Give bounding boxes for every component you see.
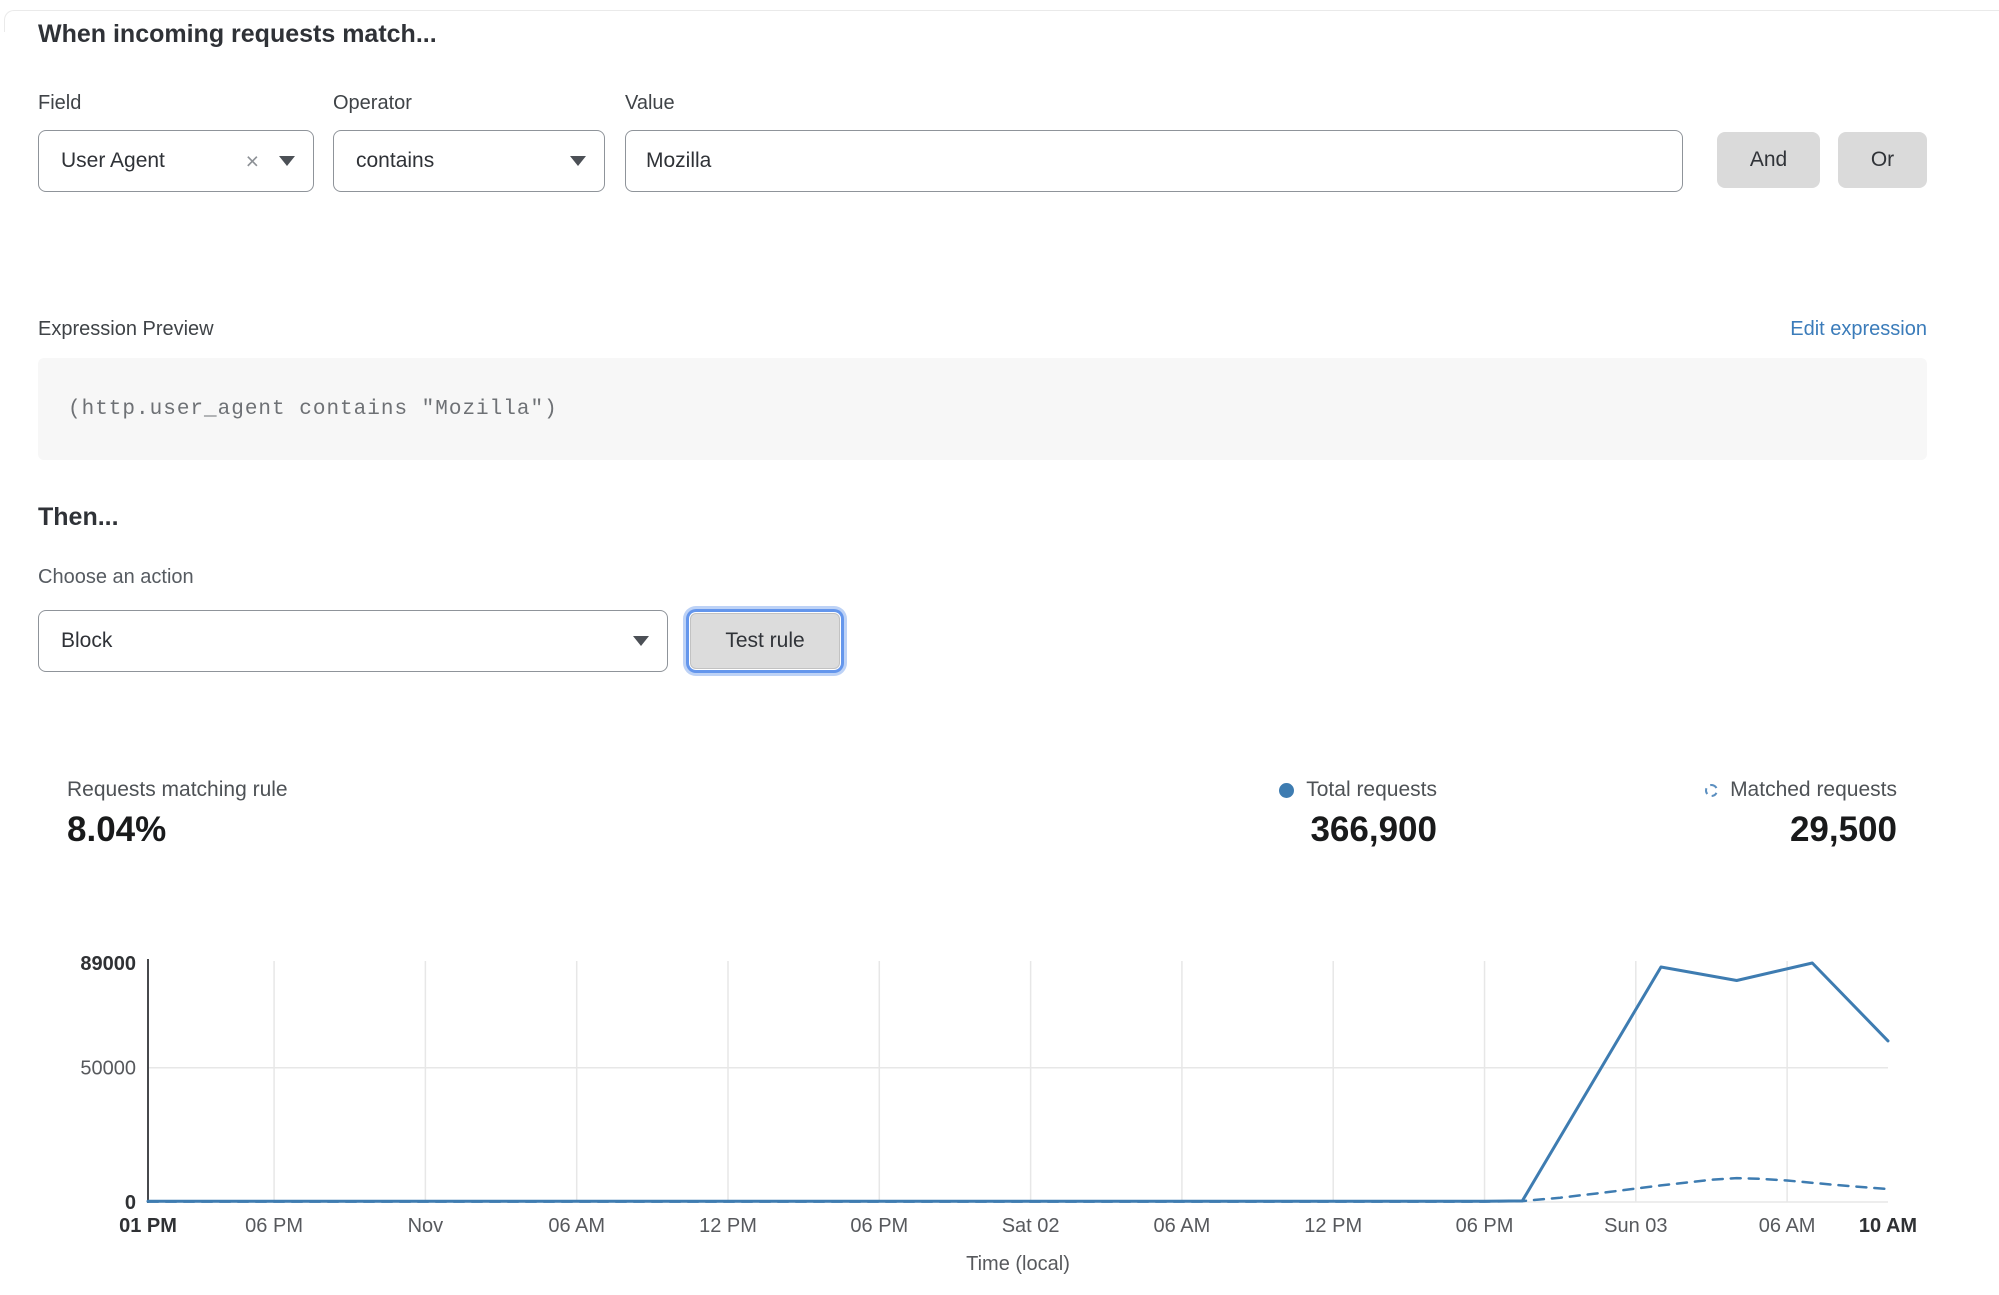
action-select-value: Block [61, 629, 113, 652]
expression-code: (http.user_agent contains "Mozilla") [68, 397, 558, 421]
svg-text:Sun 03: Sun 03 [1604, 1215, 1667, 1237]
field-select[interactable]: User Agent × [38, 130, 314, 192]
total-requests-legend-dot-icon [1279, 782, 1295, 798]
expression-preview-label: Expression Preview [38, 318, 214, 340]
match-heading: When incoming requests match... [38, 20, 437, 48]
choose-action-label: Choose an action [38, 566, 194, 588]
requests-matching-label: Requests matching rule [67, 778, 288, 801]
svg-text:06 AM: 06 AM [1154, 1215, 1211, 1237]
test-rule-button[interactable]: Test rule [690, 613, 840, 669]
operator-select-value: contains [356, 149, 435, 172]
clear-field-icon[interactable]: × [245, 147, 259, 174]
svg-text:0: 0 [125, 1192, 136, 1214]
matched-requests-value: 29,500 [1789, 810, 1897, 849]
stat-matched-requests: Matched requests 29,500 [1705, 778, 1897, 850]
svg-text:06 AM: 06 AM [548, 1215, 605, 1237]
action-select[interactable]: Block [38, 610, 668, 672]
svg-text:12 PM: 12 PM [699, 1215, 757, 1237]
stat-total-requests: Total requests 366,900 [1279, 778, 1437, 850]
chevron-down-icon [279, 156, 295, 166]
matched-requests-legend-dashed-circle-icon [1705, 783, 1719, 797]
edit-expression-link[interactable]: Edit expression [1790, 318, 1927, 340]
or-button[interactable]: Or [1838, 132, 1927, 188]
svg-text:06 PM: 06 PM [1456, 1215, 1514, 1237]
field-label: Field [38, 92, 82, 114]
chevron-down-icon [570, 156, 586, 166]
then-heading: Then... [38, 503, 119, 531]
field-select-value: User Agent [61, 149, 165, 172]
matched-requests-label: Matched requests [1730, 778, 1897, 801]
stat-requests-matching: Requests matching rule 8.04% [67, 778, 288, 850]
total-requests-label: Total requests [1306, 778, 1437, 801]
svg-text:12 PM: 12 PM [1304, 1215, 1362, 1237]
svg-text:01 PM: 01 PM [119, 1215, 177, 1237]
and-button[interactable]: And [1717, 132, 1820, 188]
value-input[interactable] [625, 130, 1683, 192]
value-label: Value [625, 92, 675, 114]
operator-select[interactable]: contains [333, 130, 605, 192]
operator-label: Operator [333, 92, 412, 114]
expression-code-block: (http.user_agent contains "Mozilla") [38, 358, 1927, 460]
svg-text:50000: 50000 [80, 1058, 136, 1080]
svg-text:06 PM: 06 PM [245, 1215, 303, 1237]
svg-text:89000: 89000 [80, 953, 136, 975]
requests-matching-value: 8.04% [67, 810, 167, 849]
svg-text:Time (local): Time (local) [966, 1253, 1070, 1275]
svg-text:Nov: Nov [408, 1215, 444, 1237]
chevron-down-icon [633, 636, 649, 646]
card-edge [4, 10, 1999, 32]
total-requests-value: 366,900 [1310, 810, 1437, 849]
requests-chart: 0 50000 89000 01 PM 06 PM Nov 06 AM 12 PM 06 PM S… [80, 953, 1917, 1275]
svg-text:06 AM: 06 AM [1759, 1215, 1816, 1237]
svg-text:06 PM: 06 PM [850, 1215, 908, 1237]
svg-text:10 AM: 10 AM [1859, 1215, 1917, 1237]
svg-text:Sat 02: Sat 02 [1002, 1215, 1060, 1237]
